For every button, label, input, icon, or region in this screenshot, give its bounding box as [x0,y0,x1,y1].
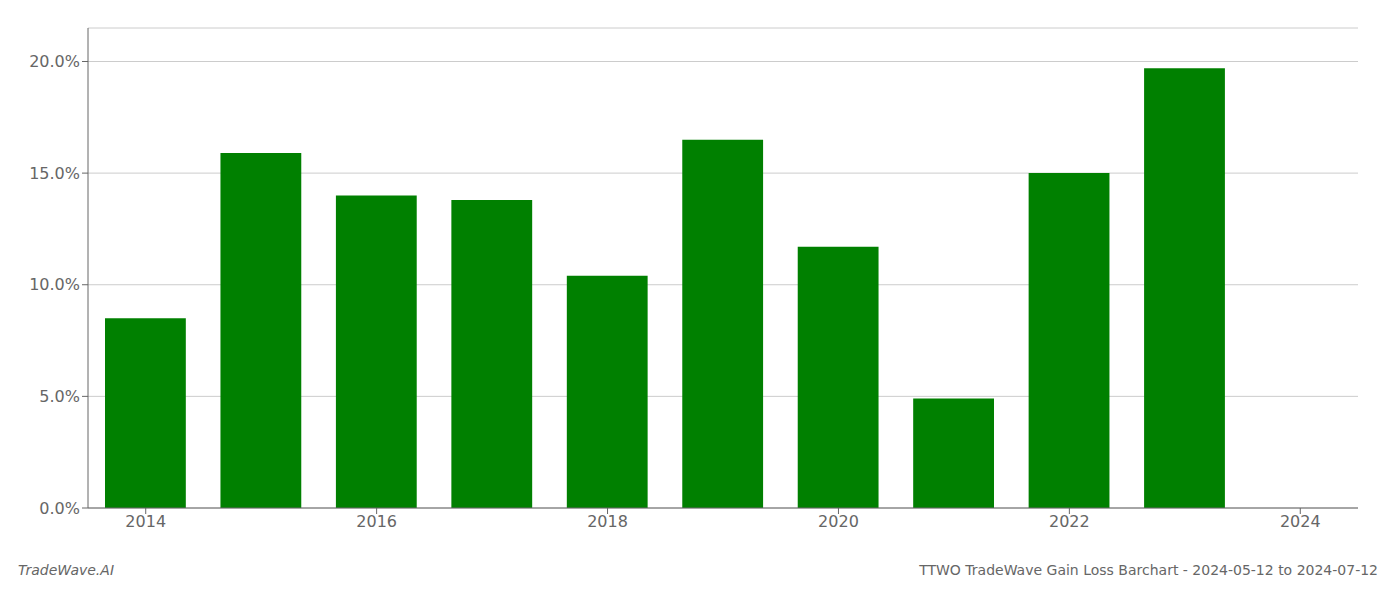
svg-text:2024: 2024 [1280,512,1321,531]
html-text:TTWO TradeWave Gain Loss Barch: TTWO TradeWave Gain Loss Barchart - 2024… [919,562,1378,578]
svg-text:20.0%: 20.0% [29,52,80,71]
svg-text:2022: 2022 [1049,512,1090,531]
svg-text:0.0%: 0.0% [39,499,80,518]
svg-text:2014: 2014 [125,512,166,531]
svg-text:2016: 2016 [356,512,397,531]
svg-text:2018: 2018 [587,512,628,531]
svg-text:10.0%: 10.0% [29,275,80,294]
svg-text:5.0%: 5.0% [39,387,80,406]
html-text:TradeWave.AI: TradeWave.AI [18,562,114,578]
svg-text:2020: 2020 [818,512,859,531]
svg-text:15.0%: 15.0% [29,164,80,183]
